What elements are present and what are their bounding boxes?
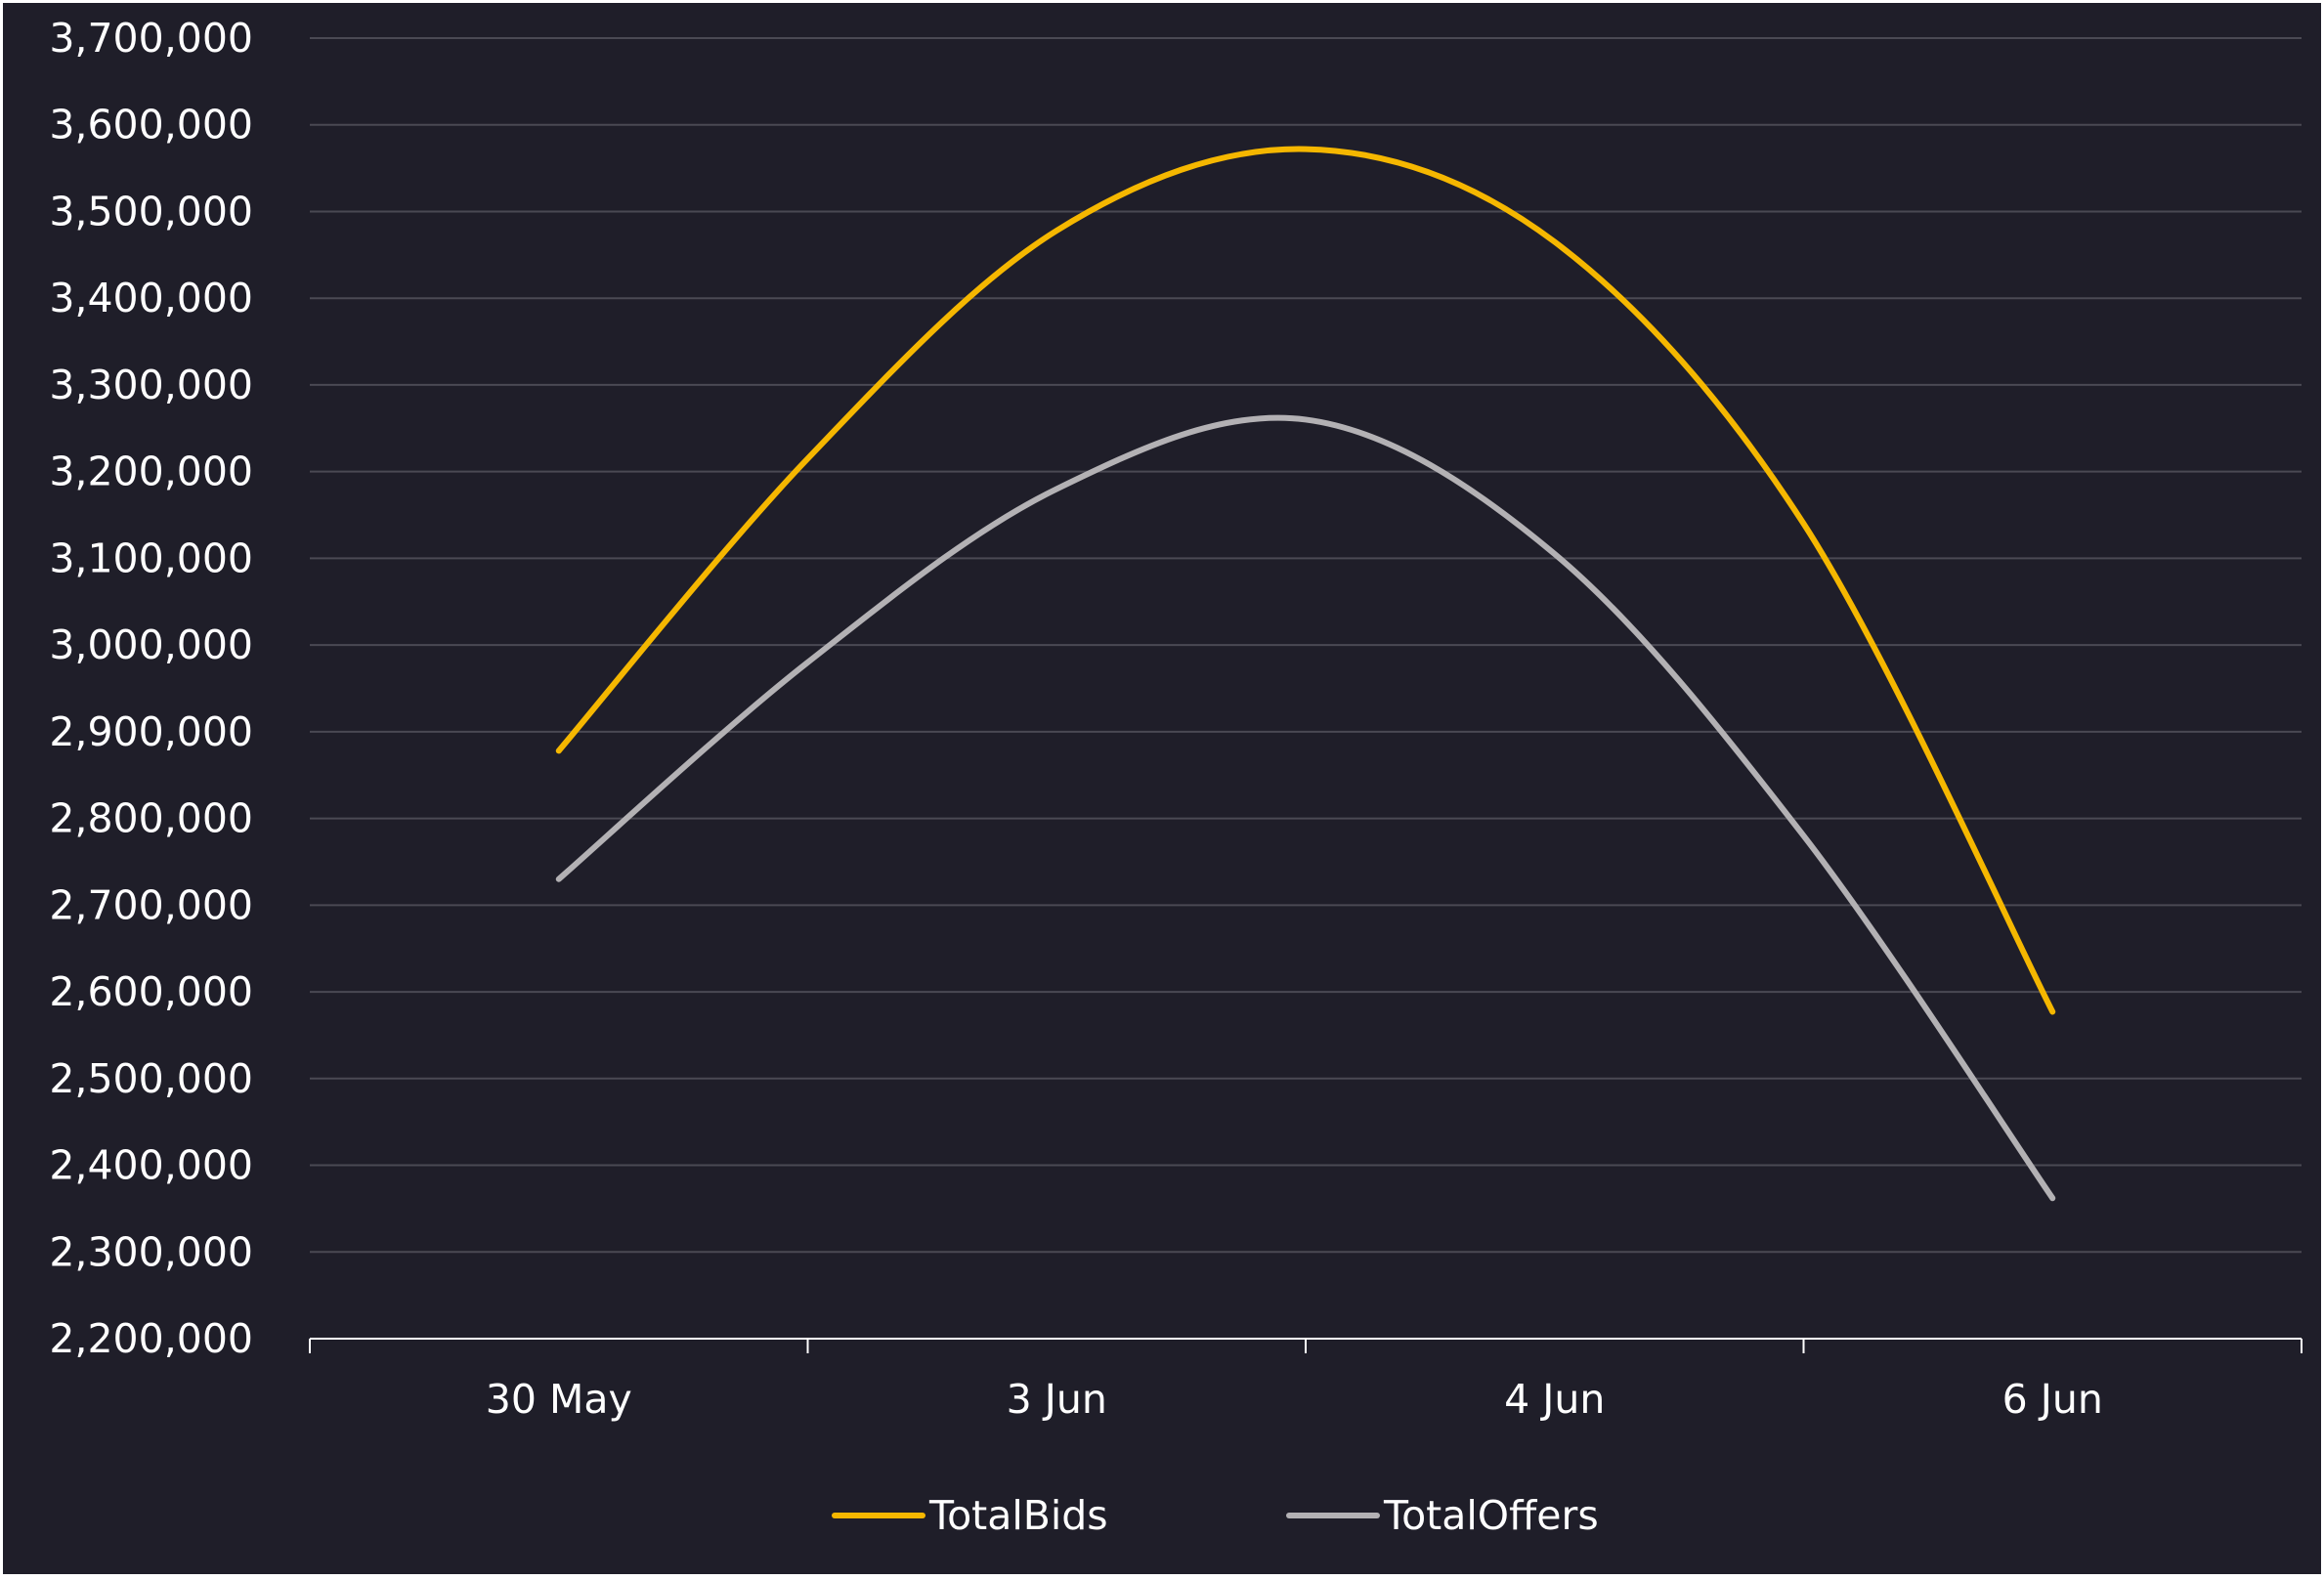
y-tick-label: 3,100,000 [49,534,253,581]
line-chart: 2,200,000 2,300,000 2,400,000 2,500,000 2,60… [49,15,2302,1539]
y-tick-label: 2,800,000 [49,795,253,842]
y-tick-label: 3,400,000 [49,275,253,321]
y-tick-label: 2,200,000 [49,1315,253,1362]
y-tick-label: 3,500,000 [49,188,253,235]
y-tick-label: 3,000,000 [49,621,253,668]
y-tick-label: 3,200,000 [49,448,253,495]
legend: TotalBids TotalOffers [832,1492,1599,1539]
x-tick-label: 4 Jun [1504,1376,1605,1423]
x-tick-label: 30 May [486,1376,632,1423]
y-tick-label: 2,900,000 [49,708,253,755]
x-axis: 30 May 3 Jun 4 Jun 6 Jun [309,1338,2302,1423]
legend-label-totalbids: TotalBids [928,1492,1108,1539]
x-tick-label: 3 Jun [1007,1376,1107,1423]
y-axis: 2,200,000 2,300,000 2,400,000 2,500,000 2,60… [49,15,253,1362]
y-tick-label: 2,600,000 [49,968,253,1015]
y-tick-label: 3,600,000 [49,102,253,149]
x-tick-label: 6 Jun [2002,1376,2103,1423]
y-tick-label: 2,700,000 [49,881,253,928]
series-lines [555,146,2056,1202]
y-tick-label: 3,300,000 [49,362,253,408]
series-line-totalbids [555,146,2056,1015]
chart-frame: 2,200,000 2,300,000 2,400,000 2,500,000 2,60… [3,3,2321,1574]
gridlines [310,37,2302,1254]
y-tick-label: 3,700,000 [49,15,253,62]
series-line-totaloffers [555,414,2056,1202]
y-tick-label: 2,300,000 [49,1228,253,1275]
y-tick-label: 2,500,000 [49,1055,253,1102]
y-tick-label: 2,400,000 [49,1142,253,1189]
legend-label-totaloffers: TotalOffers [1383,1492,1599,1539]
